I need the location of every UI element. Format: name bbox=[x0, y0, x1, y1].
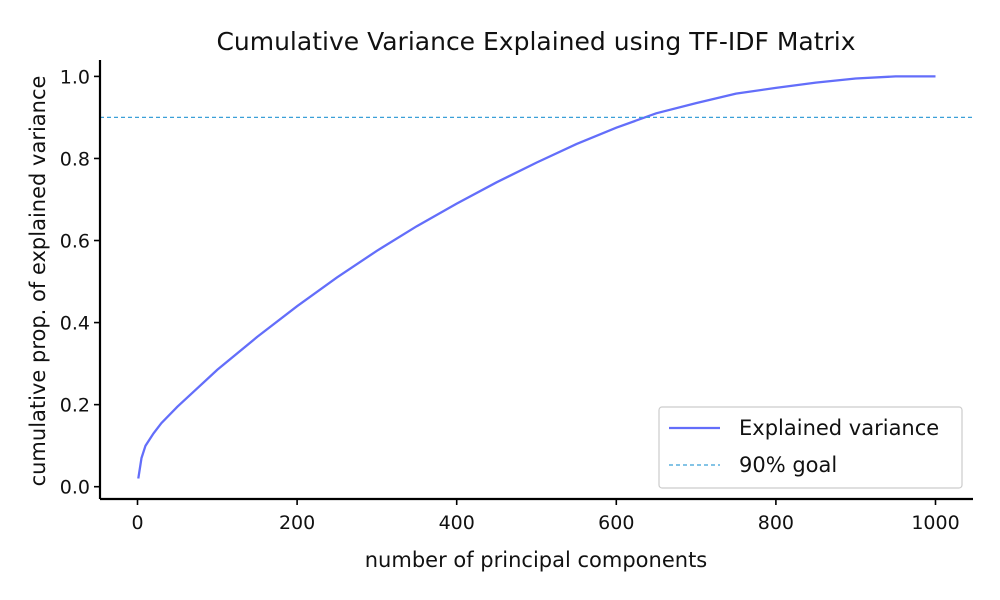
x-tick-label: 800 bbox=[758, 512, 794, 534]
y-tick-label: 0.4 bbox=[60, 313, 90, 335]
y-tick-label: 0.8 bbox=[60, 148, 90, 170]
legend-label-1: 90% goal bbox=[739, 453, 837, 477]
series-line-0 bbox=[137, 75, 936, 479]
legend-label-0: Explained variance bbox=[739, 416, 939, 440]
plot-area: 0 200 400 600 800 1000 0.0 0.2 0.4 0.6 0.8 1.0 bbox=[60, 60, 973, 534]
x-tick-label: 1000 bbox=[911, 512, 959, 534]
chart-title: Cumulative Variance Explained using TF-I… bbox=[216, 27, 855, 56]
y-axis-label: cumulative prop. of explained variance bbox=[26, 76, 50, 487]
y-tick-label: 1.0 bbox=[60, 66, 90, 88]
x-axis-label: number of principal components bbox=[365, 548, 708, 572]
x-tick-label: 600 bbox=[598, 512, 634, 534]
y-tick-label: 0.0 bbox=[60, 477, 90, 499]
x-tick-label: 200 bbox=[279, 512, 315, 534]
y-tick-label: 0.6 bbox=[60, 231, 90, 253]
x-tick-label: 400 bbox=[439, 512, 475, 534]
y-tick-label: 0.2 bbox=[60, 395, 90, 417]
legend-box bbox=[658, 406, 963, 489]
x-tick-label: 0 bbox=[131, 512, 143, 534]
legend: Explained variance 90% goal bbox=[658, 406, 963, 489]
